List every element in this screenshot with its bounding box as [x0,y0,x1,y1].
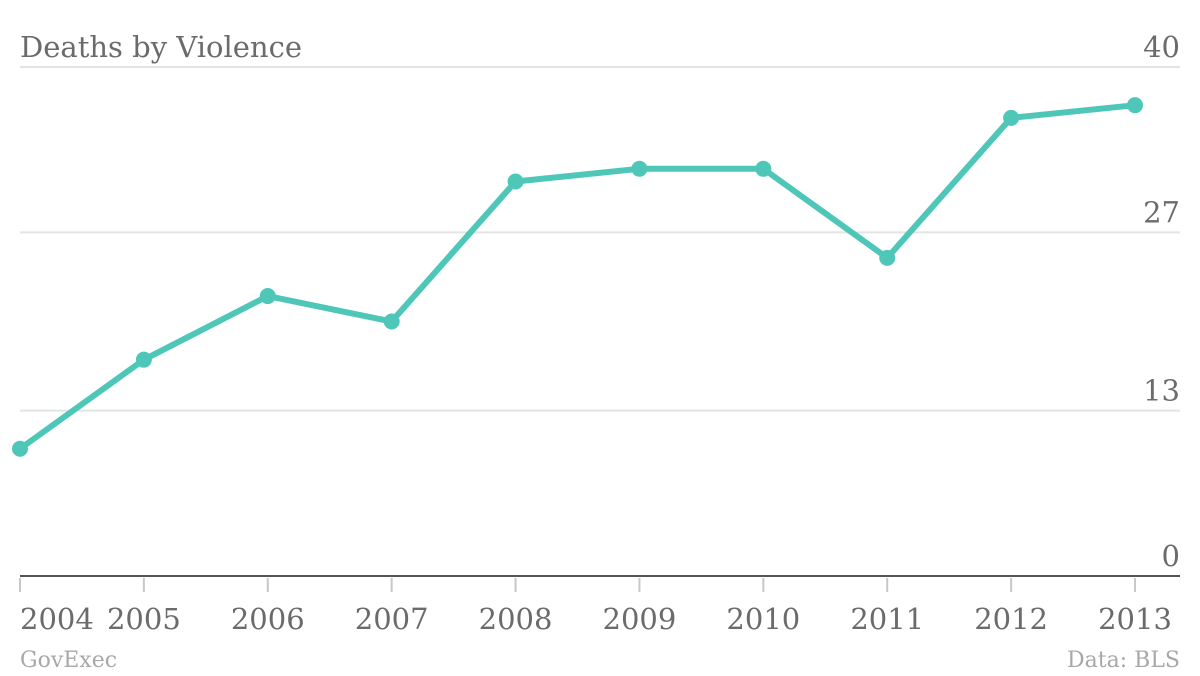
x-tick-label-2013: 2013 [1098,602,1172,636]
data-point-2004 [12,440,28,457]
series-line [17,102,1138,452]
x-tick-label-2010: 2010 [726,602,800,636]
y-tick-label-1: 13 [1143,374,1180,408]
x-tick-label-2009: 2009 [603,602,677,636]
x-tick-label-2004: 2004 [20,602,94,636]
x-tick-label-2011: 2011 [850,602,924,636]
data-point-2008 [507,173,524,190]
data-points [12,97,1143,457]
x-axis-tick-marks [19,578,1136,592]
data-point-2005 [135,351,152,368]
x-tick-label-2005: 2005 [107,602,181,636]
x-tick-label-2006: 2006 [231,602,305,636]
source-credit-left: GovExec [20,648,117,673]
x-axis-tick-labels: 2004 2005 2006 2007 2008 2009 2010 2011 … [20,602,1172,636]
y-axis-tick-labels: 0 13 27 40 [1143,30,1180,573]
chart-title: Deaths by Violence [20,30,302,64]
data-point-2011 [879,249,896,266]
data-point-2012 [1003,109,1020,126]
y-tick-label-3: 40 [1143,30,1180,64]
series-line-layer [17,102,1138,452]
y-tick-label-0: 0 [1162,539,1180,573]
x-tick-label-2012: 2012 [974,602,1048,636]
x-tick-label-2007: 2007 [355,602,429,636]
data-point-2007 [383,313,400,330]
source-credit-right: Data: BLS [1067,648,1180,673]
data-point-2010 [755,160,772,177]
data-point-2009 [631,160,648,177]
gridlines [20,66,1180,577]
y-tick-label-2: 27 [1143,195,1180,229]
data-point-2006 [259,288,276,305]
data-point-2013 [1127,97,1143,114]
x-tick-label-2008: 2008 [479,602,553,636]
